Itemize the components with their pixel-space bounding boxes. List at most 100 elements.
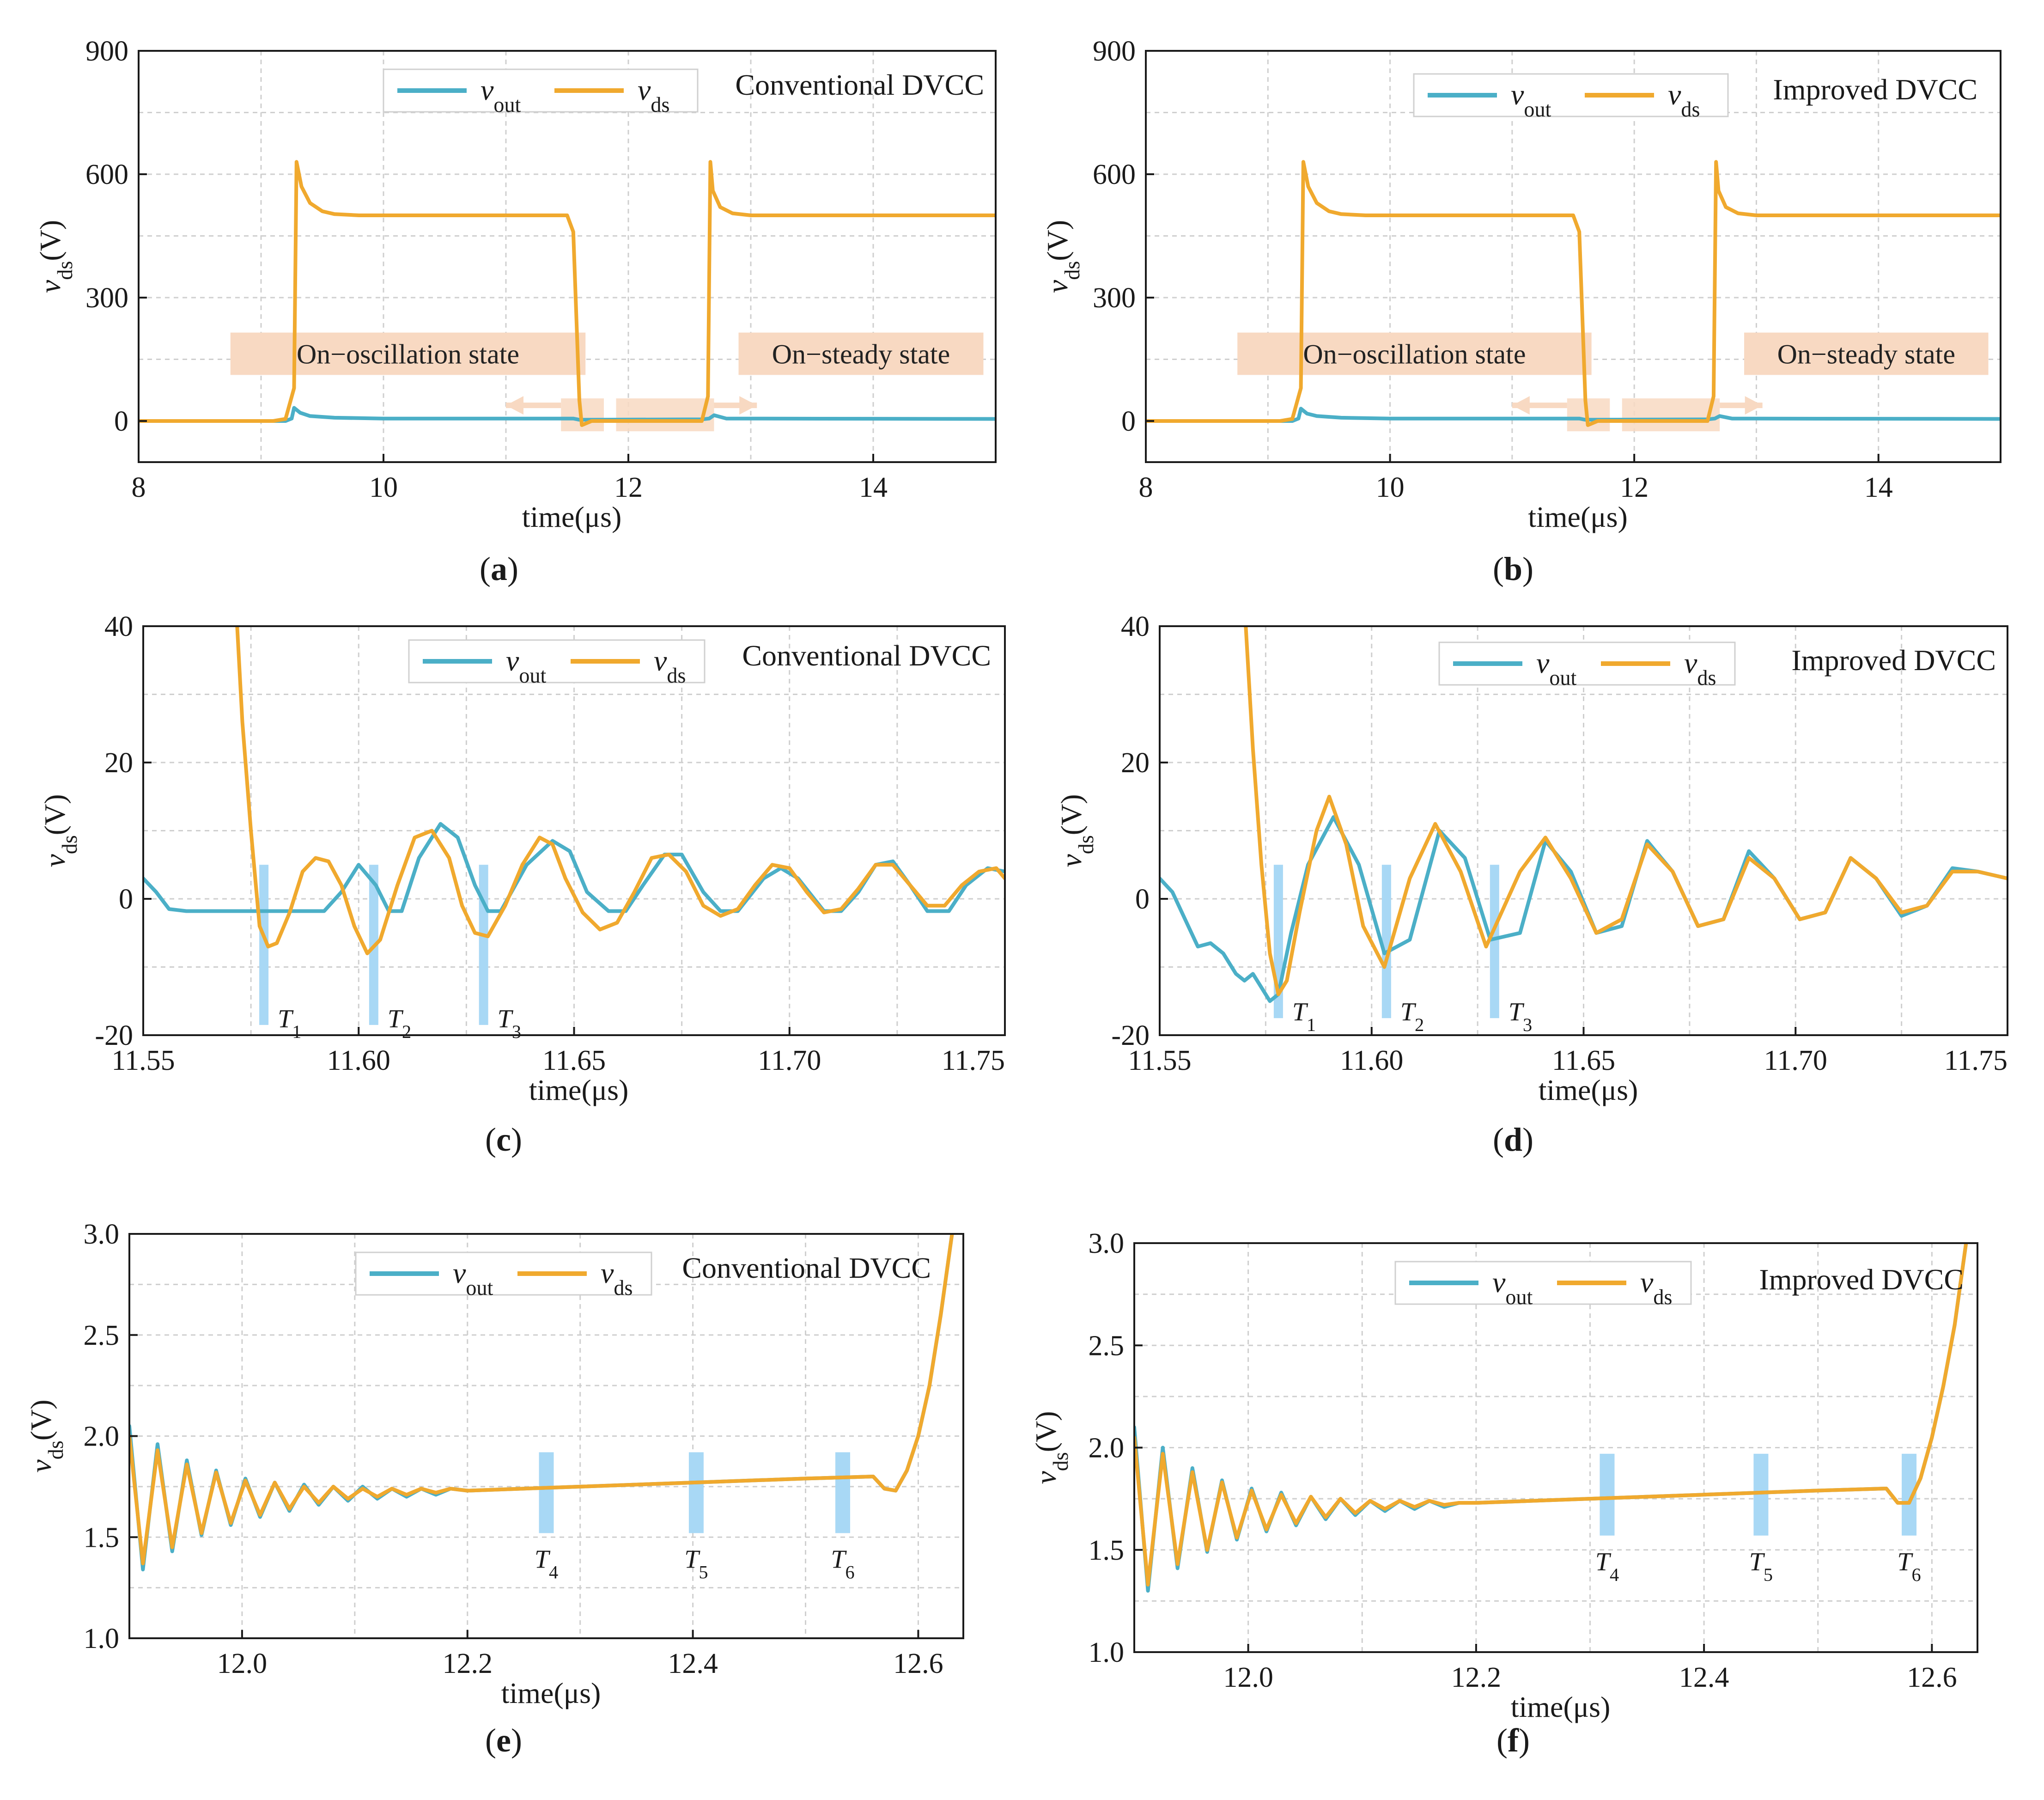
x-tick-label: 12.6 xyxy=(1907,1662,1957,1693)
x-tick-label: 12 xyxy=(1620,472,1649,503)
annotation-label: On−oscillation state xyxy=(1303,339,1526,369)
x-tick-label: 11.65 xyxy=(542,1045,606,1076)
time-marker-label: T3 xyxy=(498,1005,521,1042)
y-tick-label: 0 xyxy=(119,884,133,915)
series-line-vds xyxy=(1146,160,2001,427)
panel-caption: (c) xyxy=(485,1121,522,1158)
y-tick-label: 300 xyxy=(1093,282,1136,314)
arrow-head xyxy=(1745,396,1763,415)
series-line-vds xyxy=(235,626,1005,955)
x-tick-label: 12.4 xyxy=(668,1648,718,1679)
arrow-head xyxy=(739,396,757,415)
time-marker-label: T2 xyxy=(1400,998,1424,1035)
y-tick-label: 2.0 xyxy=(1089,1433,1125,1464)
x-tick-label: 11.65 xyxy=(1552,1045,1615,1076)
time-marker xyxy=(688,1452,704,1533)
legend-label-vds: vds xyxy=(1684,647,1716,689)
x-tick-label: 12.2 xyxy=(443,1648,493,1679)
y-tick-label: 0 xyxy=(1135,884,1150,915)
panel-title: Improved DVCC xyxy=(1773,73,1977,106)
time-marker-label: T4 xyxy=(1595,1548,1619,1585)
x-tick-label: 12.0 xyxy=(1223,1662,1273,1693)
legend: vout vds xyxy=(408,639,706,687)
time-marker xyxy=(539,1452,554,1533)
x-tick-label: 12.0 xyxy=(217,1648,268,1679)
arrow-head xyxy=(506,396,523,415)
x-tick-label: 14 xyxy=(1864,472,1893,503)
chart-panel-f: T4 T5 T6 12.0 12.2 12.4 12.6 1.0 1.5 2.0 2.5 3.0 tim… xyxy=(1029,1228,1978,1759)
x-tick-label: 11.55 xyxy=(111,1045,175,1076)
plot-frame xyxy=(138,50,997,463)
series-group xyxy=(129,1234,954,1572)
y-tick-label: 2.5 xyxy=(1089,1330,1125,1361)
legend-label-vout: vout xyxy=(481,73,521,116)
grid xyxy=(143,626,1005,1035)
y-axis-label: vds(V) xyxy=(34,220,77,293)
time-marker-label: T6 xyxy=(831,1545,854,1583)
x-tick-label: 12.2 xyxy=(1451,1662,1502,1693)
annotation-box xyxy=(738,332,984,375)
y-tick-label: 300 xyxy=(85,282,128,314)
y-tick-label: 600 xyxy=(85,159,128,190)
y-tick-label: 0 xyxy=(114,406,128,437)
time-marker xyxy=(835,1452,851,1533)
annotation-label: On−steady state xyxy=(772,339,950,369)
series-line-vds xyxy=(129,1234,954,1566)
y-axis-label: vds(V) xyxy=(1055,794,1098,867)
y-tick-label: 20 xyxy=(1121,747,1150,779)
legend-label-vds: vds xyxy=(638,73,669,116)
time-marker-label: T2 xyxy=(388,1005,411,1042)
y-tick-label: 900 xyxy=(85,36,128,67)
legend-label-vds: vds xyxy=(1668,78,1700,121)
legend-label-vout: vout xyxy=(1511,78,1551,121)
highlight-region xyxy=(616,398,714,432)
y-tick-label: 600 xyxy=(1093,159,1136,190)
legend: vout vds xyxy=(383,68,699,116)
x-tick-label: 11.75 xyxy=(1944,1045,2008,1076)
series-line-vds xyxy=(1244,626,2008,996)
x-tick-label: 11.60 xyxy=(327,1045,390,1076)
series-group xyxy=(1134,1243,1968,1593)
panel-caption: (b) xyxy=(1493,550,1533,587)
time-marker-label: T1 xyxy=(278,1005,301,1042)
x-tick-label: 12.4 xyxy=(1679,1662,1729,1693)
y-tick-label: -20 xyxy=(1111,1020,1150,1051)
x-axis-label: time(μs) xyxy=(1528,500,1628,533)
legend-label-vds: vds xyxy=(1640,1266,1672,1309)
y-tick-label: 20 xyxy=(104,747,133,779)
legend: vout vds xyxy=(1413,73,1729,121)
y-axis-label: vds(V) xyxy=(24,1399,67,1472)
time-marker xyxy=(1753,1453,1769,1536)
legend: vout vds xyxy=(355,1251,652,1300)
x-axis-label: time(μs) xyxy=(501,1677,601,1709)
time-marker-label: T6 xyxy=(1897,1548,1921,1585)
y-tick-label: 40 xyxy=(1121,611,1150,642)
grid xyxy=(1146,51,2001,462)
x-axis-label: time(μs) xyxy=(1539,1074,1638,1106)
panel-caption: (d) xyxy=(1493,1121,1533,1158)
legend-label-vds: vds xyxy=(601,1257,633,1300)
x-tick-label: 12.6 xyxy=(893,1648,943,1679)
series-group xyxy=(1160,626,2008,1003)
y-tick-label: 0 xyxy=(1121,406,1136,437)
panel-title: Improved DVCC xyxy=(1759,1263,1964,1296)
legend: vout vds xyxy=(1438,641,1736,689)
arrow-head xyxy=(1512,396,1530,415)
time-marker xyxy=(479,865,488,1025)
annotation-box xyxy=(230,332,586,375)
series-line-vout xyxy=(1146,407,2001,423)
x-tick-label: 11.55 xyxy=(1128,1045,1191,1076)
highlight-region xyxy=(1622,398,1720,432)
y-tick-label: 2.5 xyxy=(84,1320,120,1351)
x-tick-label: 14 xyxy=(859,472,888,503)
legend-label-vout: vout xyxy=(1492,1266,1533,1309)
x-tick-label: 11.70 xyxy=(758,1045,821,1076)
series-line-vout xyxy=(139,406,996,423)
panel-title: Improved DVCC xyxy=(1791,644,1996,677)
legend-label-vds: vds xyxy=(654,644,686,687)
y-tick-label: 1.5 xyxy=(84,1522,120,1553)
time-marker xyxy=(1600,1453,1615,1536)
y-axis-label: vds(V) xyxy=(38,794,81,867)
series-group xyxy=(139,160,996,427)
x-axis-label: time(μs) xyxy=(529,1074,629,1106)
